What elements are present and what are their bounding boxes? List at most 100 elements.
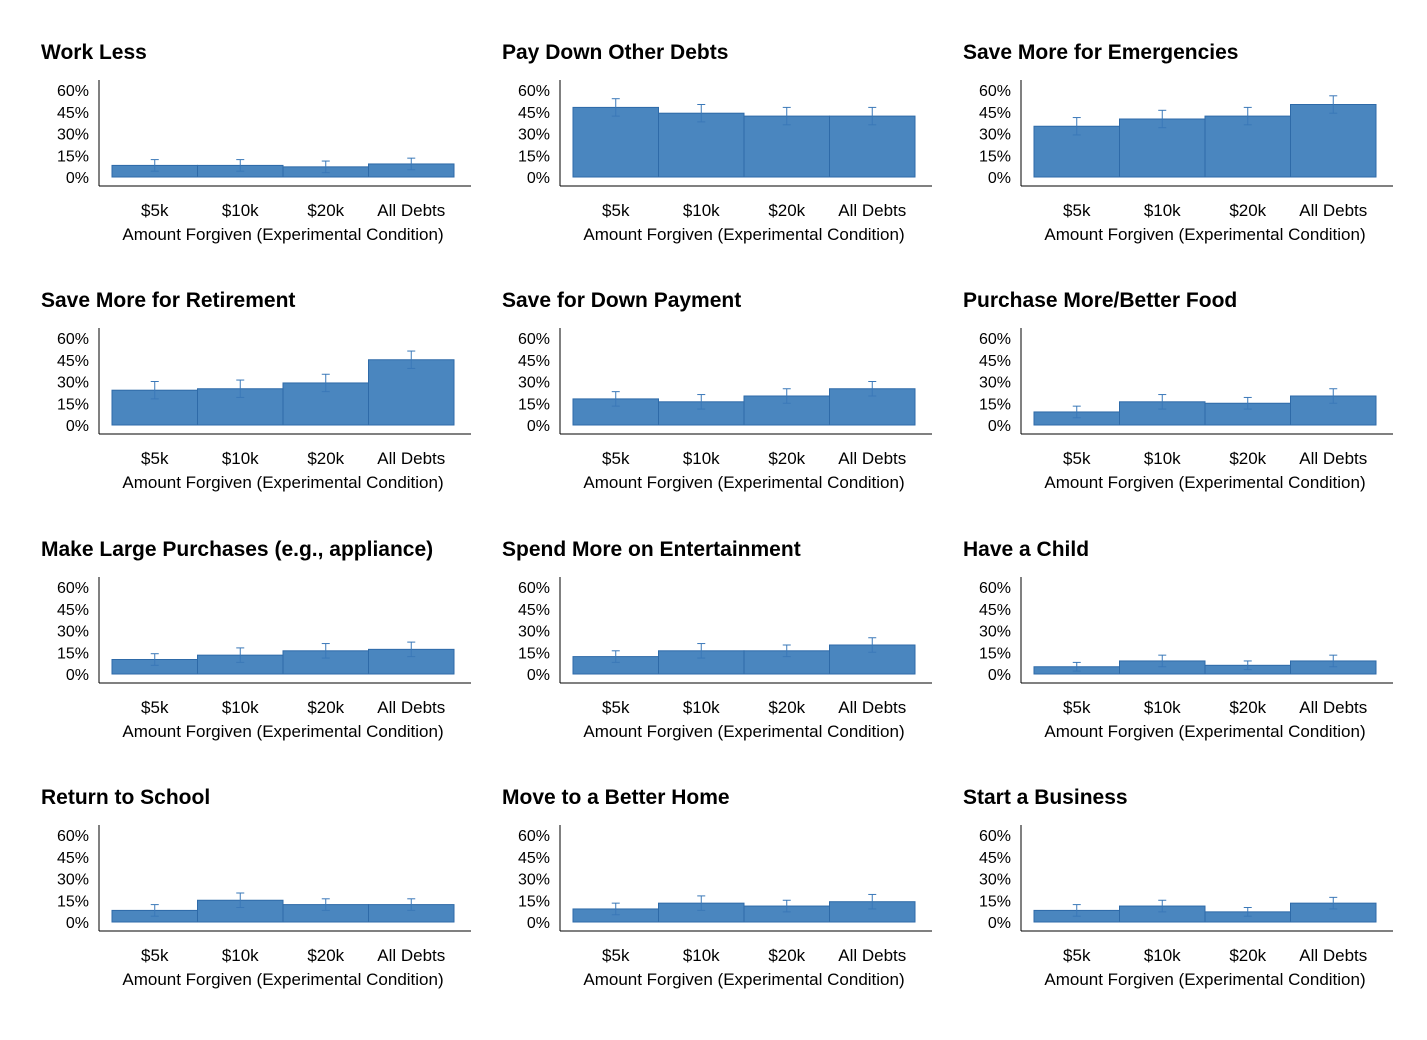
- chart-title: Work Less: [41, 41, 147, 64]
- x-tick-label: $20k: [307, 201, 344, 220]
- y-tick-label: 45%: [57, 105, 89, 122]
- x-tick-label: $5k: [141, 449, 169, 468]
- error-bar: [321, 373, 330, 393]
- y-tick-label: 60%: [518, 580, 550, 597]
- x-tick-label: All Debts: [1299, 201, 1367, 220]
- y-tick-label: 30%: [518, 375, 550, 392]
- x-tick-label: $20k: [768, 946, 805, 965]
- error-bar: [236, 892, 245, 908]
- y-tick-label: 0%: [988, 915, 1011, 932]
- x-tick-label: $20k: [307, 449, 344, 468]
- x-tick-label: $20k: [307, 946, 344, 965]
- chart-plot: 0% 15% 30% 45% 60% $5k $10k $20k All Debts Amount…: [57, 328, 471, 492]
- y-tick-label: 0%: [527, 170, 550, 187]
- x-tick-label: $20k: [768, 449, 805, 468]
- x-tick-label: $5k: [1063, 449, 1091, 468]
- error-bar: [1158, 394, 1167, 410]
- error-bar: [868, 106, 877, 126]
- error-bar: [868, 637, 877, 653]
- error-bar: [150, 653, 159, 666]
- chart-panel: Save More for Emergencies 0% 15% 30% 45% 60% $…: [963, 40, 1423, 280]
- bar: [572, 106, 659, 178]
- error-bar: [611, 902, 620, 916]
- x-tick-label: $5k: [602, 201, 630, 220]
- bar: [368, 359, 455, 426]
- y-tick-label: 15%: [979, 148, 1011, 165]
- y-tick-label: 45%: [518, 850, 550, 867]
- error-bar: [321, 898, 330, 911]
- x-tick-label: $10k: [1144, 946, 1181, 965]
- x-tick-label: $20k: [1229, 946, 1266, 965]
- y-tick-label: 30%: [518, 624, 550, 641]
- y-tick-label: 60%: [979, 331, 1011, 348]
- chart-plot: 0% 15% 30% 45% 60% $5k $10k $20k All Debts Amount…: [979, 825, 1393, 989]
- error-bar: [1329, 95, 1338, 114]
- error-bar: [1158, 899, 1167, 913]
- chart-panel: Spend More on Entertainment 0% 15% 30% 45% 60…: [502, 537, 962, 777]
- error-bar: [1072, 661, 1081, 672]
- chart-plot: 0% 15% 30% 45% 60% $5k $10k $20k All Debts Amount…: [518, 825, 932, 989]
- y-tick-label: 15%: [979, 645, 1011, 662]
- chart-panel: Make Large Purchases (e.g., appliance) 0%…: [41, 537, 501, 777]
- error-bar: [782, 644, 791, 658]
- y-tick-label: 30%: [518, 127, 550, 144]
- error-bar: [611, 650, 620, 663]
- x-tick-label: $5k: [602, 698, 630, 717]
- x-tick-label: $20k: [768, 698, 805, 717]
- bar: [1290, 104, 1377, 178]
- y-tick-label: 0%: [527, 667, 550, 684]
- y-tick-label: 30%: [518, 872, 550, 889]
- chart-title: Save for Down Payment: [502, 289, 742, 312]
- x-tick-label: $5k: [602, 946, 630, 965]
- y-tick-label: 45%: [979, 602, 1011, 619]
- x-tick-label: $20k: [307, 698, 344, 717]
- error-bar: [1329, 654, 1338, 668]
- chart-plot: 0% 15% 30% 45% 60% $5k $10k $20k All Debts Amount…: [518, 328, 932, 492]
- y-tick-label: 45%: [979, 105, 1011, 122]
- x-tick-label: All Debts: [838, 449, 906, 468]
- x-tick-label: All Debts: [838, 946, 906, 965]
- error-bar: [321, 160, 330, 174]
- chart-title: Save More for Retirement: [41, 289, 296, 312]
- x-tick-label: All Debts: [838, 201, 906, 220]
- x-tick-label: All Debts: [377, 698, 445, 717]
- x-tick-label: $10k: [683, 698, 720, 717]
- y-tick-label: 60%: [518, 83, 550, 100]
- x-tick-label: All Debts: [377, 946, 445, 965]
- chart-title: Pay Down Other Debts: [502, 41, 729, 64]
- y-tick-label: 30%: [979, 127, 1011, 144]
- bar: [658, 112, 745, 178]
- y-tick-label: 15%: [518, 645, 550, 662]
- error-bar: [150, 904, 159, 917]
- chart-plot: 0% 15% 30% 45% 60% $5k $10k $20k All Debts Amount…: [57, 80, 471, 244]
- error-bar: [150, 381, 159, 400]
- error-bar: [1329, 388, 1338, 404]
- y-tick-label: 0%: [66, 667, 89, 684]
- x-tick-label: $5k: [1063, 201, 1091, 220]
- y-tick-label: 15%: [979, 396, 1011, 413]
- x-axis-label: Amount Forgiven (Experimental Condition): [122, 722, 443, 741]
- x-axis-label: Amount Forgiven (Experimental Condition): [122, 473, 443, 492]
- x-tick-label: $20k: [1229, 449, 1266, 468]
- chart-panel: Start a Business 0% 15% 30% 45% 60% $5k $10k $20…: [963, 785, 1423, 1025]
- x-tick-label: All Debts: [1299, 698, 1367, 717]
- y-tick-label: 15%: [518, 148, 550, 165]
- error-bar: [782, 899, 791, 913]
- chart-panel: Move to a Better Home 0% 15% 30% 45% 60% $5k $1…: [502, 785, 962, 1025]
- y-tick-label: 0%: [66, 418, 89, 435]
- error-bar: [782, 106, 791, 126]
- chart-title: Save More for Emergencies: [963, 41, 1239, 64]
- error-bar: [1243, 396, 1252, 410]
- error-bar: [697, 895, 706, 911]
- y-tick-label: 45%: [518, 105, 550, 122]
- error-bar: [611, 98, 620, 117]
- y-tick-label: 60%: [979, 828, 1011, 845]
- chart-panel: Return to School 0% 15% 30% 45% 60% $5k $10k $20…: [41, 785, 501, 1025]
- y-tick-label: 45%: [518, 602, 550, 619]
- x-tick-label: $20k: [1229, 201, 1266, 220]
- error-bar: [1072, 117, 1081, 136]
- x-axis-label: Amount Forgiven (Experimental Condition): [1044, 473, 1365, 492]
- error-bar: [868, 893, 877, 910]
- x-tick-label: $10k: [222, 698, 259, 717]
- error-bar: [868, 381, 877, 397]
